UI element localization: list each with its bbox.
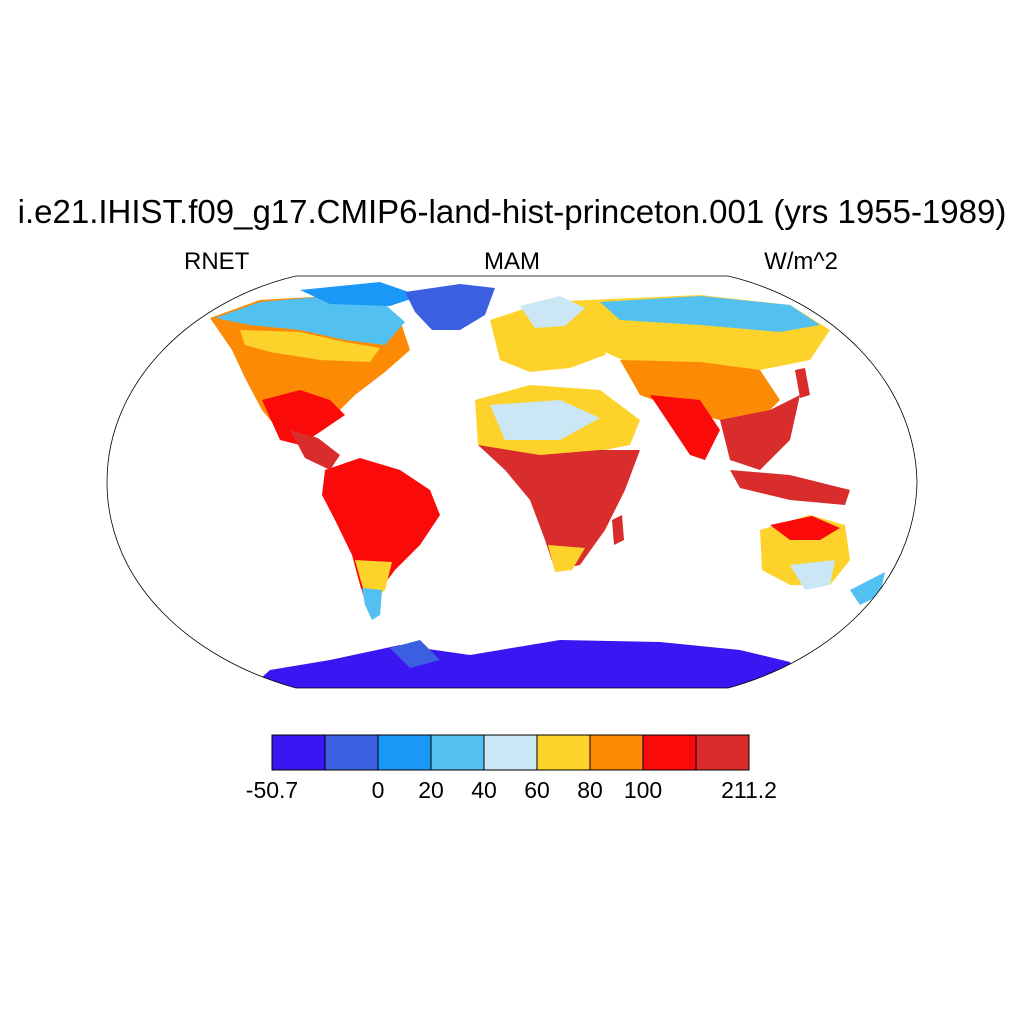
south-asia: [650, 395, 720, 460]
colorbar-label: 0: [372, 777, 385, 803]
sahara-cool: [490, 400, 600, 440]
antarctica: [250, 640, 800, 688]
colorbar-swatch: [536, 734, 591, 771]
north-america-south: [262, 390, 345, 445]
colorbar-swatch: [377, 734, 432, 771]
siberia: [600, 296, 820, 332]
indonesia: [730, 470, 850, 505]
map-title: i.e21.IHIST.f09_g17.CMIP6-land-hist-prin…: [17, 193, 1007, 230]
colorbar-swatch: [324, 734, 379, 771]
colorbar-label: 100: [624, 777, 662, 803]
season-label: MAM: [484, 248, 540, 275]
south-america: [322, 458, 440, 610]
colorbar-swatch: [695, 734, 750, 771]
arctic-islands: [300, 282, 420, 306]
africa-south: [478, 445, 640, 570]
antarctica-coast: [390, 640, 440, 668]
japan: [795, 368, 810, 398]
patagonia: [362, 588, 382, 620]
scandinavia: [520, 296, 585, 328]
colorbar-label: 60: [524, 777, 550, 803]
africa-tip: [548, 545, 585, 572]
variable-label: RNET: [184, 248, 250, 275]
canada-mid: [240, 330, 380, 362]
colorbar-label: 40: [471, 777, 497, 803]
southeast-asia: [720, 395, 800, 470]
canada-north: [215, 296, 405, 345]
colorbar-swatch: [483, 734, 538, 771]
madagascar: [612, 515, 624, 545]
europe: [490, 300, 615, 372]
units-label: W/m^2: [764, 248, 838, 275]
colorbar-label: 20: [418, 777, 444, 803]
colorbar-label: 211.2: [721, 777, 777, 803]
central-america: [290, 430, 340, 470]
asia-central: [620, 360, 780, 420]
australia-south: [790, 560, 835, 590]
map-frame: [106, 275, 918, 689]
colorbar-swatch: [642, 734, 697, 771]
colorbar-swatch: [589, 734, 644, 771]
colorbar-label: 80: [577, 777, 603, 803]
colorbar-swatch: [430, 734, 485, 771]
australia-north: [770, 516, 840, 540]
colorbar-label: -50.7: [246, 777, 298, 803]
colorbar-swatch: [271, 734, 326, 771]
greenland: [405, 284, 495, 330]
south-america-south: [355, 560, 392, 605]
